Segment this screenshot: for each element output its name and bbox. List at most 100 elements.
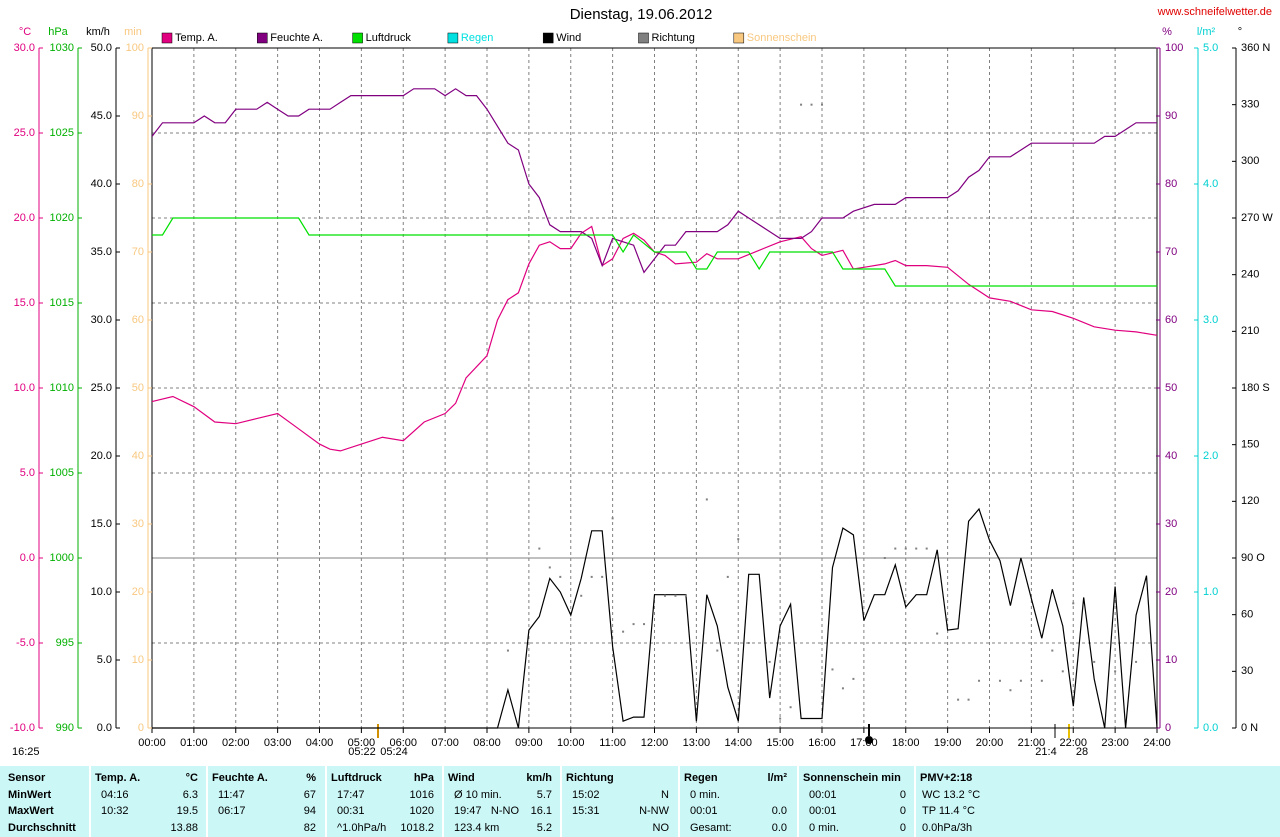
y-tick-label: 0.0 [20, 552, 35, 564]
y-tick-label: 10.0 [14, 382, 35, 394]
legend-swatch [257, 32, 268, 44]
y-tick-label: 1015 [50, 297, 74, 309]
y-tick-label: 1005 [50, 467, 74, 479]
legend-swatch [542, 32, 554, 44]
header-name: Sonnenschein min [803, 772, 901, 784]
direction-dot [894, 547, 897, 550]
y-tick-label: 210 [1241, 325, 1259, 337]
y-tick-label: 20.0 [91, 450, 112, 462]
cell-time: 15:31 [572, 805, 600, 817]
column-separator [560, 766, 562, 837]
direction-dot [768, 660, 771, 663]
header-unit: % [306, 772, 316, 784]
legend-swatch [161, 32, 173, 44]
axis-unit: ° [1238, 26, 1242, 38]
cell-value: 1020 [409, 805, 434, 817]
cell-time: 06:17 [218, 805, 246, 817]
direction-dot [559, 575, 562, 578]
direction-dot [915, 547, 918, 550]
direction-dot [632, 623, 635, 626]
cell-value: 6.3 [182, 789, 198, 801]
cell-time: 00:31 [337, 805, 365, 817]
y-tick-label: 35.0 [91, 246, 112, 258]
y-tick-label: 25.0 [14, 127, 35, 139]
y-tick-label: 5.0 [1203, 42, 1218, 54]
header-name: Richtung [566, 772, 614, 784]
noon-dot [865, 736, 873, 744]
x-tick-label: 19:00 [934, 737, 962, 749]
legend-label: Sonnenschein [747, 32, 817, 44]
y-tick-label: 30.0 [91, 314, 112, 326]
y-tick-label: 10 [1165, 654, 1177, 666]
cell-time: 00:01 [690, 805, 718, 817]
direction-dot [1019, 679, 1022, 682]
legend-swatch [447, 32, 459, 44]
header-name: Regen [684, 772, 718, 784]
cell-text: WC 13.2 °C [922, 789, 981, 801]
y-tick-label: 70 [1165, 246, 1177, 258]
y-tick-label: 30 [1241, 665, 1253, 677]
y-tick-label: 50 [132, 382, 144, 394]
column-separator [678, 766, 680, 837]
direction-dot [967, 698, 970, 701]
x-tick-label: 14:00 [724, 737, 752, 749]
y-tick-label: 1030 [50, 42, 74, 54]
y-tick-label: 0.0 [1203, 722, 1218, 734]
cell-text: 0.0hPa/3h [922, 822, 973, 834]
y-tick-label: 45.0 [91, 110, 112, 122]
y-tick-label: 15.0 [14, 297, 35, 309]
y-tick-label: 90 [1165, 110, 1177, 122]
row-label: MinWert [8, 789, 52, 801]
cell-value: NO [652, 822, 670, 834]
x-tick-label: 00:00 [138, 737, 166, 749]
direction-dot [1093, 660, 1096, 663]
direction-dot [506, 649, 509, 652]
x-tick-label: 08:00 [473, 737, 501, 749]
y-tick-label: 1020 [50, 212, 74, 224]
direction-dot [747, 642, 750, 644]
y-tick-label: 3.0 [1203, 314, 1218, 326]
y-tick-label: -5.0 [16, 637, 35, 649]
direction-dot [821, 103, 823, 106]
legend-swatch [352, 32, 363, 44]
direction-dot [852, 677, 855, 680]
direction-dot [883, 557, 886, 559]
legend-label: Wind [556, 32, 581, 44]
row-label: Durchschnitt [8, 822, 76, 834]
header-name: Feuchte A. [212, 772, 268, 784]
column-separator [89, 766, 91, 837]
direction-dot [957, 698, 960, 701]
cell-time: 15:02 [572, 789, 600, 801]
direction-dot [622, 630, 625, 633]
y-tick-label: 1.0 [1203, 586, 1218, 598]
series-line [152, 507, 1158, 729]
y-tick-label: 1000 [50, 552, 74, 564]
y-tick-label: 1010 [50, 382, 74, 394]
y-tick-label: 40.0 [91, 178, 112, 190]
direction-dot [841, 687, 844, 690]
y-tick-label: 2.0 [1203, 450, 1218, 462]
y-tick-label: 30.0 [14, 42, 35, 54]
y-tick-label: 150 [1241, 439, 1259, 451]
x-tick-label: 23:00 [1101, 737, 1129, 749]
direction-dot [1061, 670, 1064, 673]
header-name: Temp. A. [95, 772, 141, 784]
y-tick-label: 5.0 [97, 654, 112, 666]
y-tick-label: 80 [132, 178, 144, 190]
column-separator [797, 766, 799, 837]
axis-unit: % [1162, 26, 1172, 38]
x-tick-label: 20:00 [976, 737, 1004, 749]
legend-label: Luftdruck [366, 32, 412, 44]
direction-dot [1114, 670, 1117, 673]
direction-dot [925, 547, 928, 550]
direction-dot [580, 594, 583, 597]
cell-time: ^1.0hPa/h [337, 822, 387, 834]
y-tick-label: 5.0 [20, 467, 35, 479]
y-tick-label: 0 [1165, 722, 1171, 734]
y-tick-label: 180 S [1241, 382, 1270, 394]
x-tick-label: 16:00 [808, 737, 836, 749]
direction-dot [998, 679, 1001, 682]
x-tick-label: 10:00 [557, 737, 585, 749]
direction-dot [789, 706, 792, 709]
chart: Dienstag, 19.06.2012 www.schneifelwetter… [10, 6, 1273, 758]
